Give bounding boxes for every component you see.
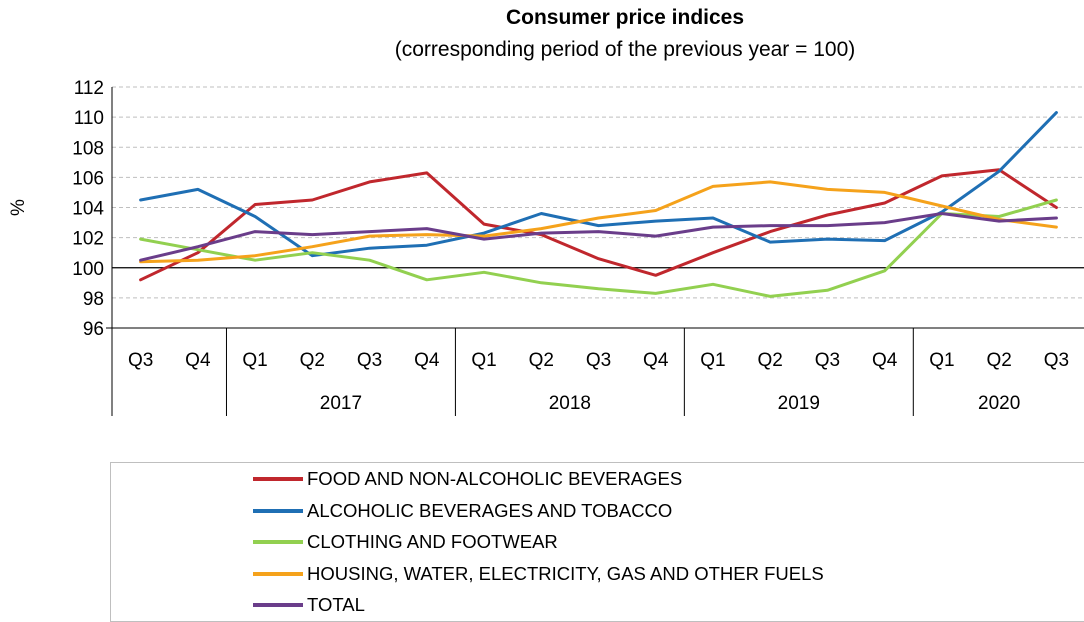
x-tick-label: Q2 xyxy=(986,350,1011,371)
chart-subtitle: (corresponding period of the previous ye… xyxy=(394,38,856,61)
legend-swatch xyxy=(253,508,303,513)
x-tick-label: Q2 xyxy=(758,350,783,371)
series-line xyxy=(139,212,1058,262)
x-tick-label: Q2 xyxy=(529,350,554,371)
x-tick-label: Q4 xyxy=(643,350,669,371)
series-line xyxy=(139,180,1058,264)
x-tick-label: Q1 xyxy=(471,350,496,371)
legend-item: CLOTHING AND FOOTWEAR xyxy=(253,528,558,556)
year-label: 2020 xyxy=(978,393,1020,414)
y-tick-label: 98 xyxy=(83,289,104,310)
x-tick-label: Q1 xyxy=(242,350,267,371)
legend-label: HOUSING, WATER, ELECTRICITY, GAS AND OTH… xyxy=(307,562,824,584)
year-label: 2019 xyxy=(778,393,820,414)
x-tick-label: Q4 xyxy=(185,350,211,371)
legend-item: TOTAL xyxy=(253,591,365,619)
x-tick-label: Q3 xyxy=(1044,350,1069,371)
legend-label: TOTAL xyxy=(307,594,365,615)
y-tick-label: 104 xyxy=(72,199,104,220)
chart-legend: FOOD AND NON-ALCOHOLIC BEVERAGES ALCOHOLI… xyxy=(110,462,1084,622)
chart-title: Consumer price indices xyxy=(505,6,745,29)
series-line xyxy=(139,198,1058,298)
legend-item: HOUSING, WATER, ELECTRICITY, GAS AND OTH… xyxy=(253,560,824,588)
legend-swatch xyxy=(253,540,303,544)
series-line xyxy=(139,168,1058,282)
y-tick-label: 112 xyxy=(74,78,104,99)
year-label: 2017 xyxy=(320,393,362,414)
legend-item: FOOD AND NON-ALCOHOLIC BEVERAGES xyxy=(253,465,682,493)
legend-label: ALCOHOLIC BEVERAGES AND TOBACCO xyxy=(307,499,673,521)
y-axis-label: % xyxy=(8,199,29,216)
legend-swatch xyxy=(253,477,303,481)
series-line xyxy=(139,111,1058,258)
y-tick-label: 102 xyxy=(72,229,104,250)
line-chart: 96 98 100 102 104 106 108 110 112% Q3 Q4 Q1 Q2 Q3 Q4 Q1… xyxy=(8,78,1084,416)
x-tick-label: Q3 xyxy=(357,350,382,371)
y-tick-label: 110 xyxy=(74,108,104,129)
x-tick-label: Q4 xyxy=(414,350,440,371)
year-label: 2018 xyxy=(549,393,591,414)
legend-swatch xyxy=(253,571,303,576)
x-tick-label: Q3 xyxy=(128,350,153,371)
x-tick-label: Q3 xyxy=(586,350,611,371)
y-tick-label: 108 xyxy=(72,138,104,159)
legend-item: ALCOHOLIC BEVERAGES AND TOBACCO xyxy=(253,497,672,525)
y-tick-label: 100 xyxy=(72,259,104,280)
x-tick-label: Q1 xyxy=(929,350,954,371)
y-tick-label: 96 xyxy=(83,319,104,340)
x-tick-label: Q4 xyxy=(872,350,898,371)
legend-label: FOOD AND NON-ALCOHOLIC BEVERAGES xyxy=(307,468,683,489)
y-tick-label: 106 xyxy=(72,168,104,189)
x-tick-label: Q3 xyxy=(815,350,840,371)
legend-swatch xyxy=(253,603,303,607)
legend-label: CLOTHING AND FOOTWEAR xyxy=(307,531,558,552)
x-tick-label: Q2 xyxy=(300,350,325,371)
x-tick-label: Q1 xyxy=(700,350,725,371)
